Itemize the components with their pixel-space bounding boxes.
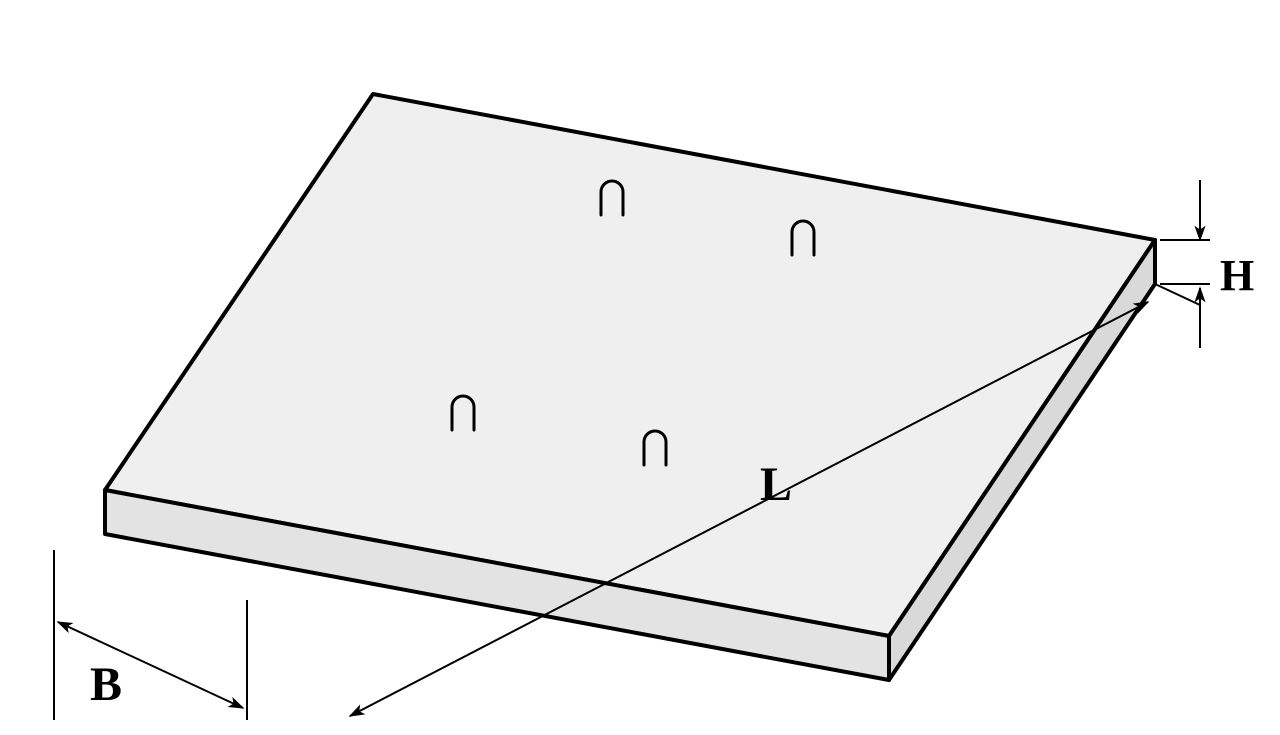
dim-b-label: B bbox=[90, 658, 122, 711]
dim-b-line bbox=[58, 622, 243, 708]
dim-h-label: H bbox=[1220, 251, 1254, 300]
dim-l-extension-right bbox=[1155, 284, 1200, 305]
dim-l-label: L bbox=[760, 458, 792, 511]
